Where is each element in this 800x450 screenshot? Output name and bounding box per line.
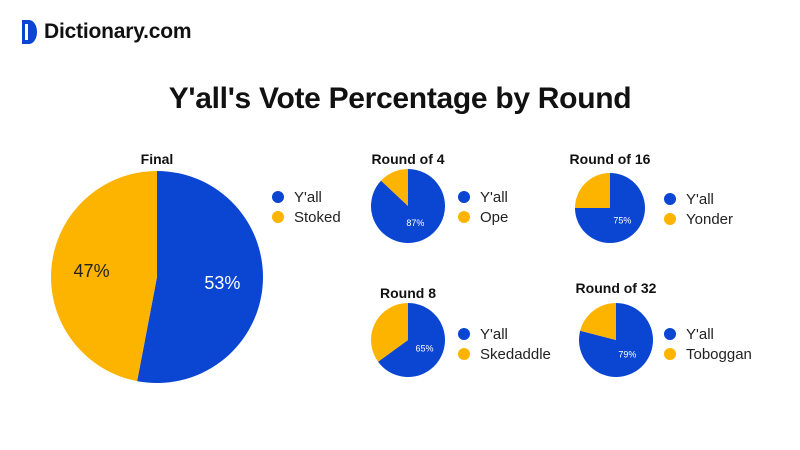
pie-chart-round-of-16: 75%	[575, 173, 645, 243]
pie-chart-round-8: 65%	[371, 303, 445, 377]
legend-item-stoked: Stoked	[272, 207, 341, 227]
legend-item-toboggan: Toboggan	[664, 344, 752, 364]
legend-item-ope: Ope	[458, 207, 508, 227]
pie-title-round-of-32: Round of 32	[575, 280, 657, 296]
legend-label: Skedaddle	[480, 345, 551, 363]
pie-slice-y-all	[137, 171, 264, 383]
pie-chart-round-of-32: 79%	[579, 303, 653, 377]
pie-title-round-of-4: Round of 4	[371, 151, 445, 167]
brand-name: Dictionary.com	[44, 20, 192, 43]
legend-label: Y'all	[294, 188, 322, 206]
legend-item-skedaddle: Skedaddle	[458, 344, 551, 364]
legend-round-of-32: Y'all Toboggan	[664, 324, 752, 364]
dictionary-logo-icon	[22, 20, 37, 44]
pie-title-round-of-16: Round of 16	[569, 151, 651, 167]
legend-item-y-all: Y'all	[458, 324, 551, 344]
legend-swatch	[664, 328, 676, 340]
legend-round-8: Y'all Skedaddle	[458, 324, 551, 364]
pie-value-label-y-all: 87%	[406, 218, 424, 228]
legend-swatch	[664, 348, 676, 360]
legend-swatch	[272, 211, 284, 223]
legend-label: Toboggan	[686, 345, 752, 363]
pie-slice-y-all	[378, 303, 445, 377]
pie-value-label-y-all: 53%	[204, 273, 240, 293]
legend-swatch	[272, 191, 284, 203]
pie-title-final: Final	[140, 151, 174, 167]
legend-label: Y'all	[480, 188, 508, 206]
legend-swatch	[458, 191, 470, 203]
pie-slice-toboggan	[580, 303, 616, 340]
legend-label: Y'all	[686, 190, 714, 208]
brand-logo: Dictionary.com	[20, 18, 192, 46]
legend-item-yonder: Yonder	[664, 209, 733, 229]
legend-round-of-4: Y'all Ope	[458, 187, 508, 227]
legend-final: Y'all Stoked	[272, 187, 341, 227]
pie-chart-final: 53% 47%	[51, 171, 264, 383]
legend-item-y-all: Y'all	[664, 189, 733, 209]
pie-title-round-8: Round 8	[380, 285, 436, 301]
legend-label: Y'all	[480, 325, 508, 343]
pie-slice-yonder	[575, 173, 610, 208]
legend-label: Stoked	[294, 208, 341, 226]
legend-label: Y'all	[686, 325, 714, 343]
legend-item-y-all: Y'all	[272, 187, 341, 207]
legend-label: Ope	[480, 208, 509, 226]
pie-slice-stoked	[51, 171, 157, 382]
legend-item-y-all: Y'all	[458, 187, 508, 207]
legend-swatch	[664, 213, 676, 225]
pie-chart-round-of-4: 87%	[371, 169, 445, 243]
pie-value-label-y-all: 65%	[415, 343, 433, 353]
legend-swatch	[458, 328, 470, 340]
chart-title: Y'all's Vote Percentage by Round	[168, 82, 632, 115]
pie-slice-ope	[381, 169, 408, 206]
legend-item-y-all: Y'all	[664, 324, 752, 344]
pie-value-label-stoked: 47%	[74, 261, 110, 281]
legend-swatch	[458, 348, 470, 360]
pie-value-label-y-all: 75%	[613, 215, 631, 225]
pie-slice-skedaddle	[371, 303, 408, 362]
legend-swatch	[458, 211, 470, 223]
legend-round-of-16: Y'all Yonder	[664, 189, 733, 229]
pie-value-label-y-all: 79%	[618, 350, 636, 360]
legend-swatch	[664, 193, 676, 205]
legend-label: Yonder	[686, 210, 733, 228]
